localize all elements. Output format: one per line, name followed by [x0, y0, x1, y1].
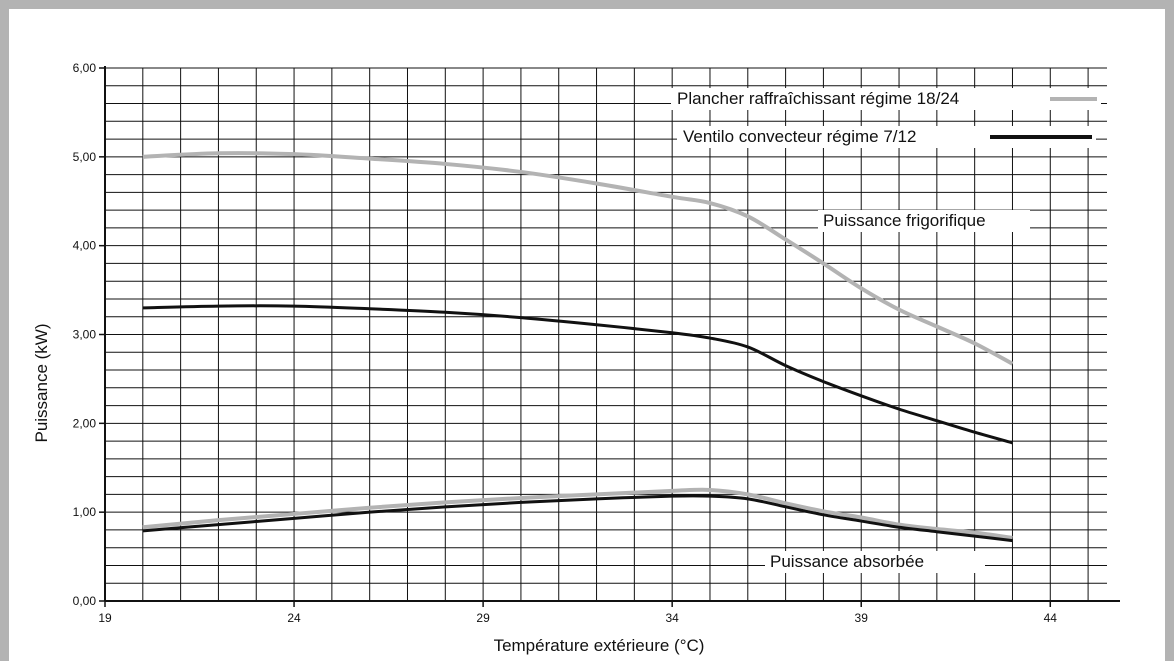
y-tick-label: 6,00 [73, 61, 97, 75]
x-tick-label: 34 [665, 611, 679, 625]
y-tick-label: 2,00 [73, 416, 97, 430]
series-line-4 [142, 494, 1013, 543]
legend-label: Ventilo convecteur régime 7/12 [683, 127, 916, 146]
grid [105, 67, 1107, 601]
tick-labels: 19 24 29 34 39 44 0,00 1,00 2,00 3,00 4,00 5,00 6,00 [73, 61, 1058, 625]
x-tick-label: 39 [855, 611, 869, 625]
series-line-3 [142, 487, 1013, 540]
y-tick-label: 3,00 [73, 328, 97, 342]
annotation-label: Puissance absorbée [770, 552, 924, 571]
legend-background [677, 126, 1096, 148]
legend-background [671, 88, 1101, 110]
y-tick-label: 0,00 [73, 594, 97, 608]
annotation-background [765, 551, 985, 573]
x-tick-label: 19 [98, 611, 112, 625]
y-tick-label: 1,00 [73, 505, 97, 519]
y-tick-label: 4,00 [73, 239, 97, 253]
x-tick-label: 29 [476, 611, 490, 625]
series-line-1 [142, 151, 1014, 366]
x-tick-label: 44 [1044, 611, 1058, 625]
legend: Plancher raffraîchissant régime 18/24 Ven… [671, 88, 1101, 148]
y-axis-title: Puissance (kW) [32, 323, 51, 442]
legend-label: Plancher raffraîchissant régime 18/24 [677, 89, 959, 108]
annotation-label: Puissance frigorifique [823, 211, 986, 230]
series-lines [142, 151, 1014, 543]
x-tick-label: 24 [287, 611, 301, 625]
annotation-background [818, 210, 1030, 232]
annotations: Puissance frigorifique Puissance absorbée [765, 210, 1030, 573]
x-axis-title: Température extérieure (°C) [494, 636, 705, 655]
y-tick-label: 5,00 [73, 150, 97, 164]
series-line-2 [142, 304, 1013, 445]
